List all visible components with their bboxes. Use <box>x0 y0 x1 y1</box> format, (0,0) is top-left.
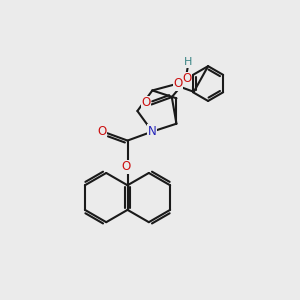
Text: O: O <box>142 97 151 110</box>
Text: O: O <box>182 72 191 86</box>
Text: O: O <box>97 125 106 138</box>
Text: O: O <box>122 160 130 173</box>
Text: O: O <box>173 77 183 90</box>
Text: H: H <box>184 57 192 67</box>
Text: N: N <box>148 125 157 138</box>
